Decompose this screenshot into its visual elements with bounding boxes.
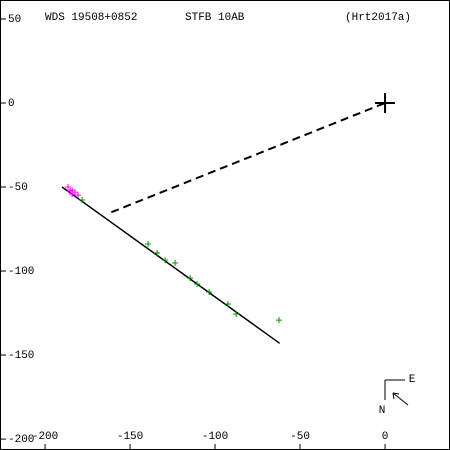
x-tick-label: -100 (202, 431, 228, 443)
observation (194, 280, 201, 287)
observation (233, 311, 240, 318)
reference: (Hrt2017a) (345, 12, 411, 24)
observation (275, 317, 282, 324)
y-tick-label: -200 (8, 434, 34, 446)
observation (75, 192, 82, 199)
observation (187, 275, 194, 282)
chart-subtitle: STFB 10AB (185, 12, 245, 24)
y-tick-label: -50 (8, 182, 28, 194)
orbit-line (61, 186, 281, 344)
observation (206, 289, 213, 296)
y-tick-label: 50 (8, 14, 21, 26)
observation (71, 189, 78, 196)
y-tick-label: -100 (8, 266, 34, 278)
observation (172, 259, 179, 266)
observation (162, 257, 169, 264)
observation (154, 250, 161, 257)
y-tick-label: 0 (8, 98, 15, 110)
compass-east: E (409, 374, 416, 386)
compass-arrowhead (392, 392, 400, 400)
chart-title: WDS 19508+0852 (45, 12, 137, 24)
observation (224, 300, 231, 307)
observation (65, 184, 72, 191)
compass-arrow (392, 392, 409, 406)
compass-north: N (379, 405, 386, 417)
primary-star (375, 93, 396, 114)
y-tick-label: -150 (8, 350, 34, 362)
x-tick-label: -200 (32, 431, 58, 443)
x-tick-label: 0 (382, 431, 389, 443)
observation (79, 196, 86, 203)
x-tick-label: -150 (117, 431, 143, 443)
observation (145, 240, 152, 247)
orbit-line (110, 102, 386, 214)
compass: N E (379, 374, 416, 417)
x-tick-label: -50 (290, 431, 310, 443)
